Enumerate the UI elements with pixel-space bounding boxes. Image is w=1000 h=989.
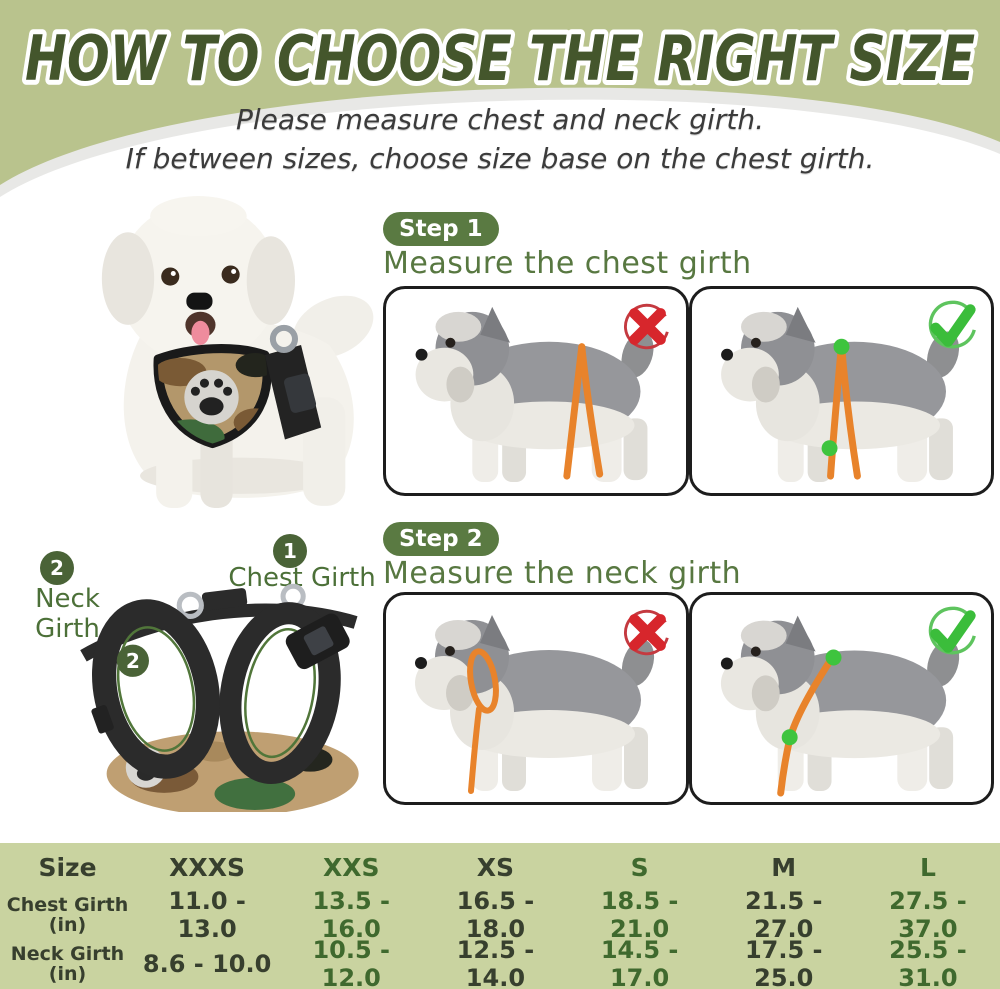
schnauzer-dog-illustration bbox=[415, 615, 660, 794]
check-mark-icon bbox=[928, 300, 976, 349]
chest-girth-m: 21.5 - 27.0 bbox=[744, 887, 823, 943]
svg-text:2: 2 bbox=[126, 649, 140, 673]
subtitle: Please measure chest and neck girth. If … bbox=[0, 100, 1000, 178]
neck-girth-xxxs: 8.6 - 10.0 bbox=[142, 950, 272, 978]
chest-girth-xxxs: 11.0 - 13.0 bbox=[168, 887, 246, 943]
svg-text:HOW TO CHOOSE THE RIGHT SIZE: HOW TO CHOOSE THE RIGHT SIZE bbox=[25, 22, 975, 95]
chest-girth-row-label: Chest Girth (in) bbox=[6, 894, 129, 936]
size-col-xs: XS bbox=[476, 852, 515, 882]
neck-girth-l: 25.5 - 31.0 bbox=[889, 936, 967, 989]
size-chart-corner: Size bbox=[38, 852, 97, 882]
size-col-s: S bbox=[630, 852, 649, 882]
step-1-badge: Step 1 bbox=[383, 212, 499, 246]
measuring-tape-overlay bbox=[563, 343, 604, 480]
size-col-m: M bbox=[771, 852, 797, 882]
header-background bbox=[0, 0, 1000, 250]
size-chart: Size XXXS XXS XS S M L Chest Girth (in) 1… bbox=[0, 843, 1000, 989]
step-1-instruction: Measure the chest girth bbox=[383, 246, 752, 281]
chest-girth-s: 18.5 - 21.0 bbox=[600, 887, 679, 943]
measuring-tape-overlay bbox=[827, 341, 861, 480]
x-mark-icon bbox=[623, 303, 669, 350]
measure-point-2-badge: 2 bbox=[40, 551, 74, 585]
size-col-xxxs: XXXS bbox=[169, 852, 245, 882]
step-2-badge: Step 2 bbox=[383, 522, 499, 556]
measure-point-dot bbox=[821, 440, 838, 457]
neck-girth-row-label: Neck Girth (in) bbox=[10, 943, 125, 985]
x-mark-icon bbox=[623, 609, 669, 656]
step-2-correct-photo bbox=[689, 592, 994, 805]
step-2-wrong-photo bbox=[383, 592, 689, 805]
measure-point-1-badge: 1 bbox=[273, 534, 307, 568]
chest-girth-xxs: 13.5 - 16.0 bbox=[312, 887, 390, 943]
schnauzer-dog-illustration bbox=[720, 615, 965, 797]
step-1-correct-photo bbox=[689, 286, 994, 496]
neck-girth-xs: 12.5 - 14.0 bbox=[456, 936, 535, 989]
schnauzer-dog-illustration bbox=[415, 306, 660, 483]
step-2-instruction: Measure the neck girth bbox=[383, 556, 742, 591]
measure-point-2-label: Neck Girth bbox=[35, 584, 100, 644]
measure-point-dot bbox=[825, 649, 842, 666]
schnauzer-dog-illustration bbox=[721, 306, 965, 483]
check-mark-icon bbox=[928, 606, 976, 655]
step-1-wrong-photo bbox=[383, 286, 689, 496]
page-title: HOW TO CHOOSE THE RIGHT SIZE bbox=[20, 17, 980, 100]
neck-girth-m: 17.5 - 25.0 bbox=[744, 936, 823, 989]
subtitle-line-2: If between sizes, choose size base on th… bbox=[125, 142, 875, 175]
subtitle-line-1: Please measure chest and neck girth. bbox=[236, 103, 764, 136]
chest-girth-xs: 16.5 - 18.0 bbox=[456, 887, 535, 943]
harness-product-photo: 2 bbox=[52, 560, 377, 817]
dog-wearing-harness-photo bbox=[38, 186, 383, 518]
size-col-xxs: XXS bbox=[322, 852, 380, 882]
neck-girth-s: 14.5 - 17.0 bbox=[600, 936, 679, 989]
neck-girth-xxs: 10.5 - 12.0 bbox=[312, 936, 390, 989]
measuring-tape-overlay bbox=[467, 648, 499, 794]
measure-point-dot bbox=[833, 338, 850, 355]
harness-neck-badge: 2 bbox=[116, 644, 149, 677]
size-col-l: L bbox=[919, 852, 936, 882]
measure-point-dot bbox=[781, 729, 798, 746]
chest-girth-l: 27.5 - 37.0 bbox=[889, 887, 967, 943]
